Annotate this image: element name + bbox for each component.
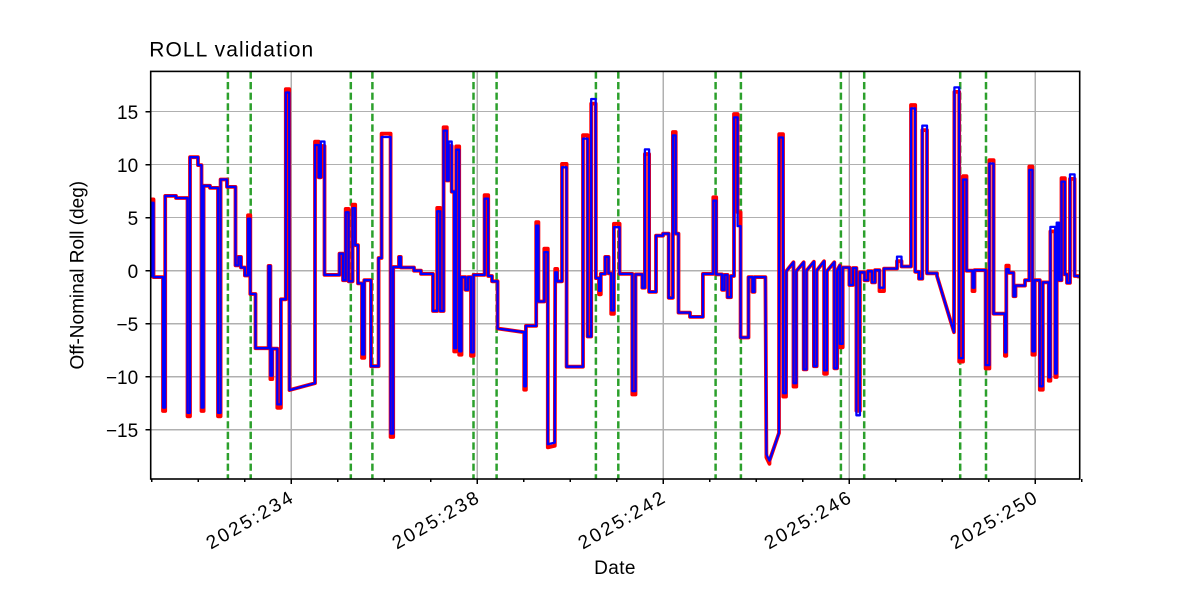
svg-text:Date: Date bbox=[594, 558, 636, 579]
svg-text:−10: −10 bbox=[106, 368, 138, 389]
svg-text:0: 0 bbox=[128, 262, 139, 283]
svg-text:5: 5 bbox=[128, 209, 139, 230]
svg-text:Off-Nominal Roll (deg): Off-Nominal Roll (deg) bbox=[68, 181, 89, 370]
svg-text:15: 15 bbox=[117, 103, 138, 124]
svg-text:10: 10 bbox=[117, 156, 138, 177]
svg-text:−15: −15 bbox=[106, 421, 138, 442]
svg-text:−5: −5 bbox=[117, 315, 139, 336]
svg-text:ROLL validation: ROLL validation bbox=[149, 39, 314, 62]
